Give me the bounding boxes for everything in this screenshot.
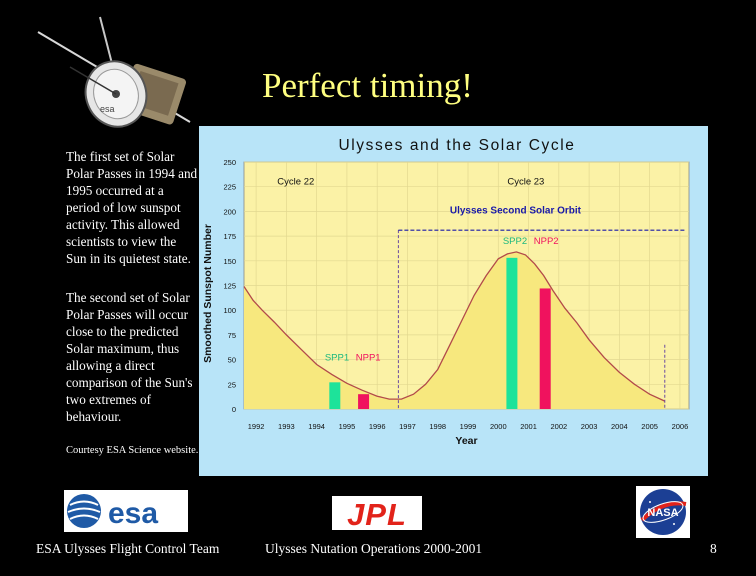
courtesy-note: Courtesy ESA Science website.	[66, 445, 199, 456]
solar-cycle-chart: Ulysses and the Solar Cycle 0 25 50 75 100 12…	[199, 126, 708, 476]
y-tick-label-10: 250	[223, 158, 236, 167]
cycle-22-label: Cycle 22	[277, 177, 314, 188]
pass-bar-npp1	[358, 394, 370, 409]
x-tick-label-1: 1993	[278, 422, 295, 431]
x-tick-label-11: 2003	[581, 422, 598, 431]
ulysses-spacecraft-image: esa	[37, 16, 191, 128]
paragraph-second-passes: The second set of Solar Polar Passes wil…	[66, 290, 193, 424]
pass-bar-spp2	[506, 257, 518, 409]
esa-logo-text: esa	[108, 497, 158, 530]
pass-bar-npp2	[539, 288, 551, 409]
y-tick-label-2: 50	[228, 356, 236, 365]
y-tick-label-1: 25	[228, 380, 236, 389]
npp1-label: NPP1	[356, 353, 381, 364]
jpl-logo: JPL	[332, 496, 422, 530]
footer-project: Ulysses Nutation Operations 2000-2001	[265, 541, 483, 556]
x-tick-label-6: 1998	[429, 422, 446, 431]
y-tick-label-9: 225	[223, 183, 236, 192]
x-tick-label-4: 1996	[369, 422, 386, 431]
y-tick-label-7: 175	[223, 232, 236, 241]
pass-bar-spp1	[329, 382, 341, 409]
x-tick-label-9: 2001	[520, 422, 537, 431]
npp2-label: NPP2	[534, 236, 559, 247]
second-orbit-label: Ulysses Second Solar Orbit	[450, 205, 582, 216]
y-tick-label-3: 75	[228, 331, 236, 340]
x-tick-label-14: 2006	[672, 422, 689, 431]
y-tick-label-0: 0	[232, 405, 236, 414]
x-axis-label: Year	[455, 435, 477, 447]
second-pass-labels: SPP2 NPP2	[503, 236, 559, 247]
x-tick-labels: 1992 1993 1994 1995 1996 1997 1998 1999 2000 2001…	[248, 422, 688, 431]
slide-title: Perfect timing!	[262, 66, 473, 105]
sunspot-curve-line	[243, 251, 666, 402]
x-tick-label-12: 2004	[611, 422, 628, 431]
sunspot-area-fill	[244, 251, 665, 409]
x-tick-label-0: 1992	[248, 422, 265, 431]
y-tick-labels: 0 25 50 75 100 125 150 175 200 225 250	[223, 158, 236, 414]
first-pass-labels: SPP1 NPP1	[325, 353, 381, 364]
x-tick-label-5: 1997	[399, 422, 416, 431]
x-tick-label-13: 2005	[641, 422, 658, 431]
y-tick-label-6: 150	[223, 257, 236, 266]
jpl-logo-text: JPL	[347, 497, 407, 530]
y-tick-label-8: 200	[223, 207, 236, 216]
page-number: 8	[710, 541, 717, 556]
y-tick-label-4: 100	[223, 306, 236, 315]
spacecraft-esa-label: esa	[100, 104, 115, 114]
x-tick-label-10: 2002	[550, 422, 567, 431]
x-tick-label-3: 1995	[339, 422, 356, 431]
spp2-label: SPP2	[503, 236, 527, 247]
y-axis-label: Smoothed Sunspot Number	[202, 224, 214, 363]
nasa-logo-text: NASA	[647, 507, 678, 519]
nasa-logo: NASA	[636, 486, 690, 538]
chart-title: Ulysses and the Solar Cycle	[338, 137, 575, 154]
esa-logo: esa	[64, 490, 188, 532]
footer-team: ESA Ulysses Flight Control Team	[36, 541, 220, 556]
paragraph-first-passes: The first set of Solar Polar Passes in 1…	[66, 149, 198, 266]
x-tick-label-7: 1999	[460, 422, 477, 431]
y-tick-label-5: 125	[223, 282, 236, 291]
x-tick-label-8: 2000	[490, 422, 507, 431]
x-tick-label-2: 1994	[308, 422, 325, 431]
spp1-label: SPP1	[325, 353, 349, 364]
cycle-23-label: Cycle 23	[507, 177, 544, 188]
polar-pass-bars	[329, 257, 551, 409]
